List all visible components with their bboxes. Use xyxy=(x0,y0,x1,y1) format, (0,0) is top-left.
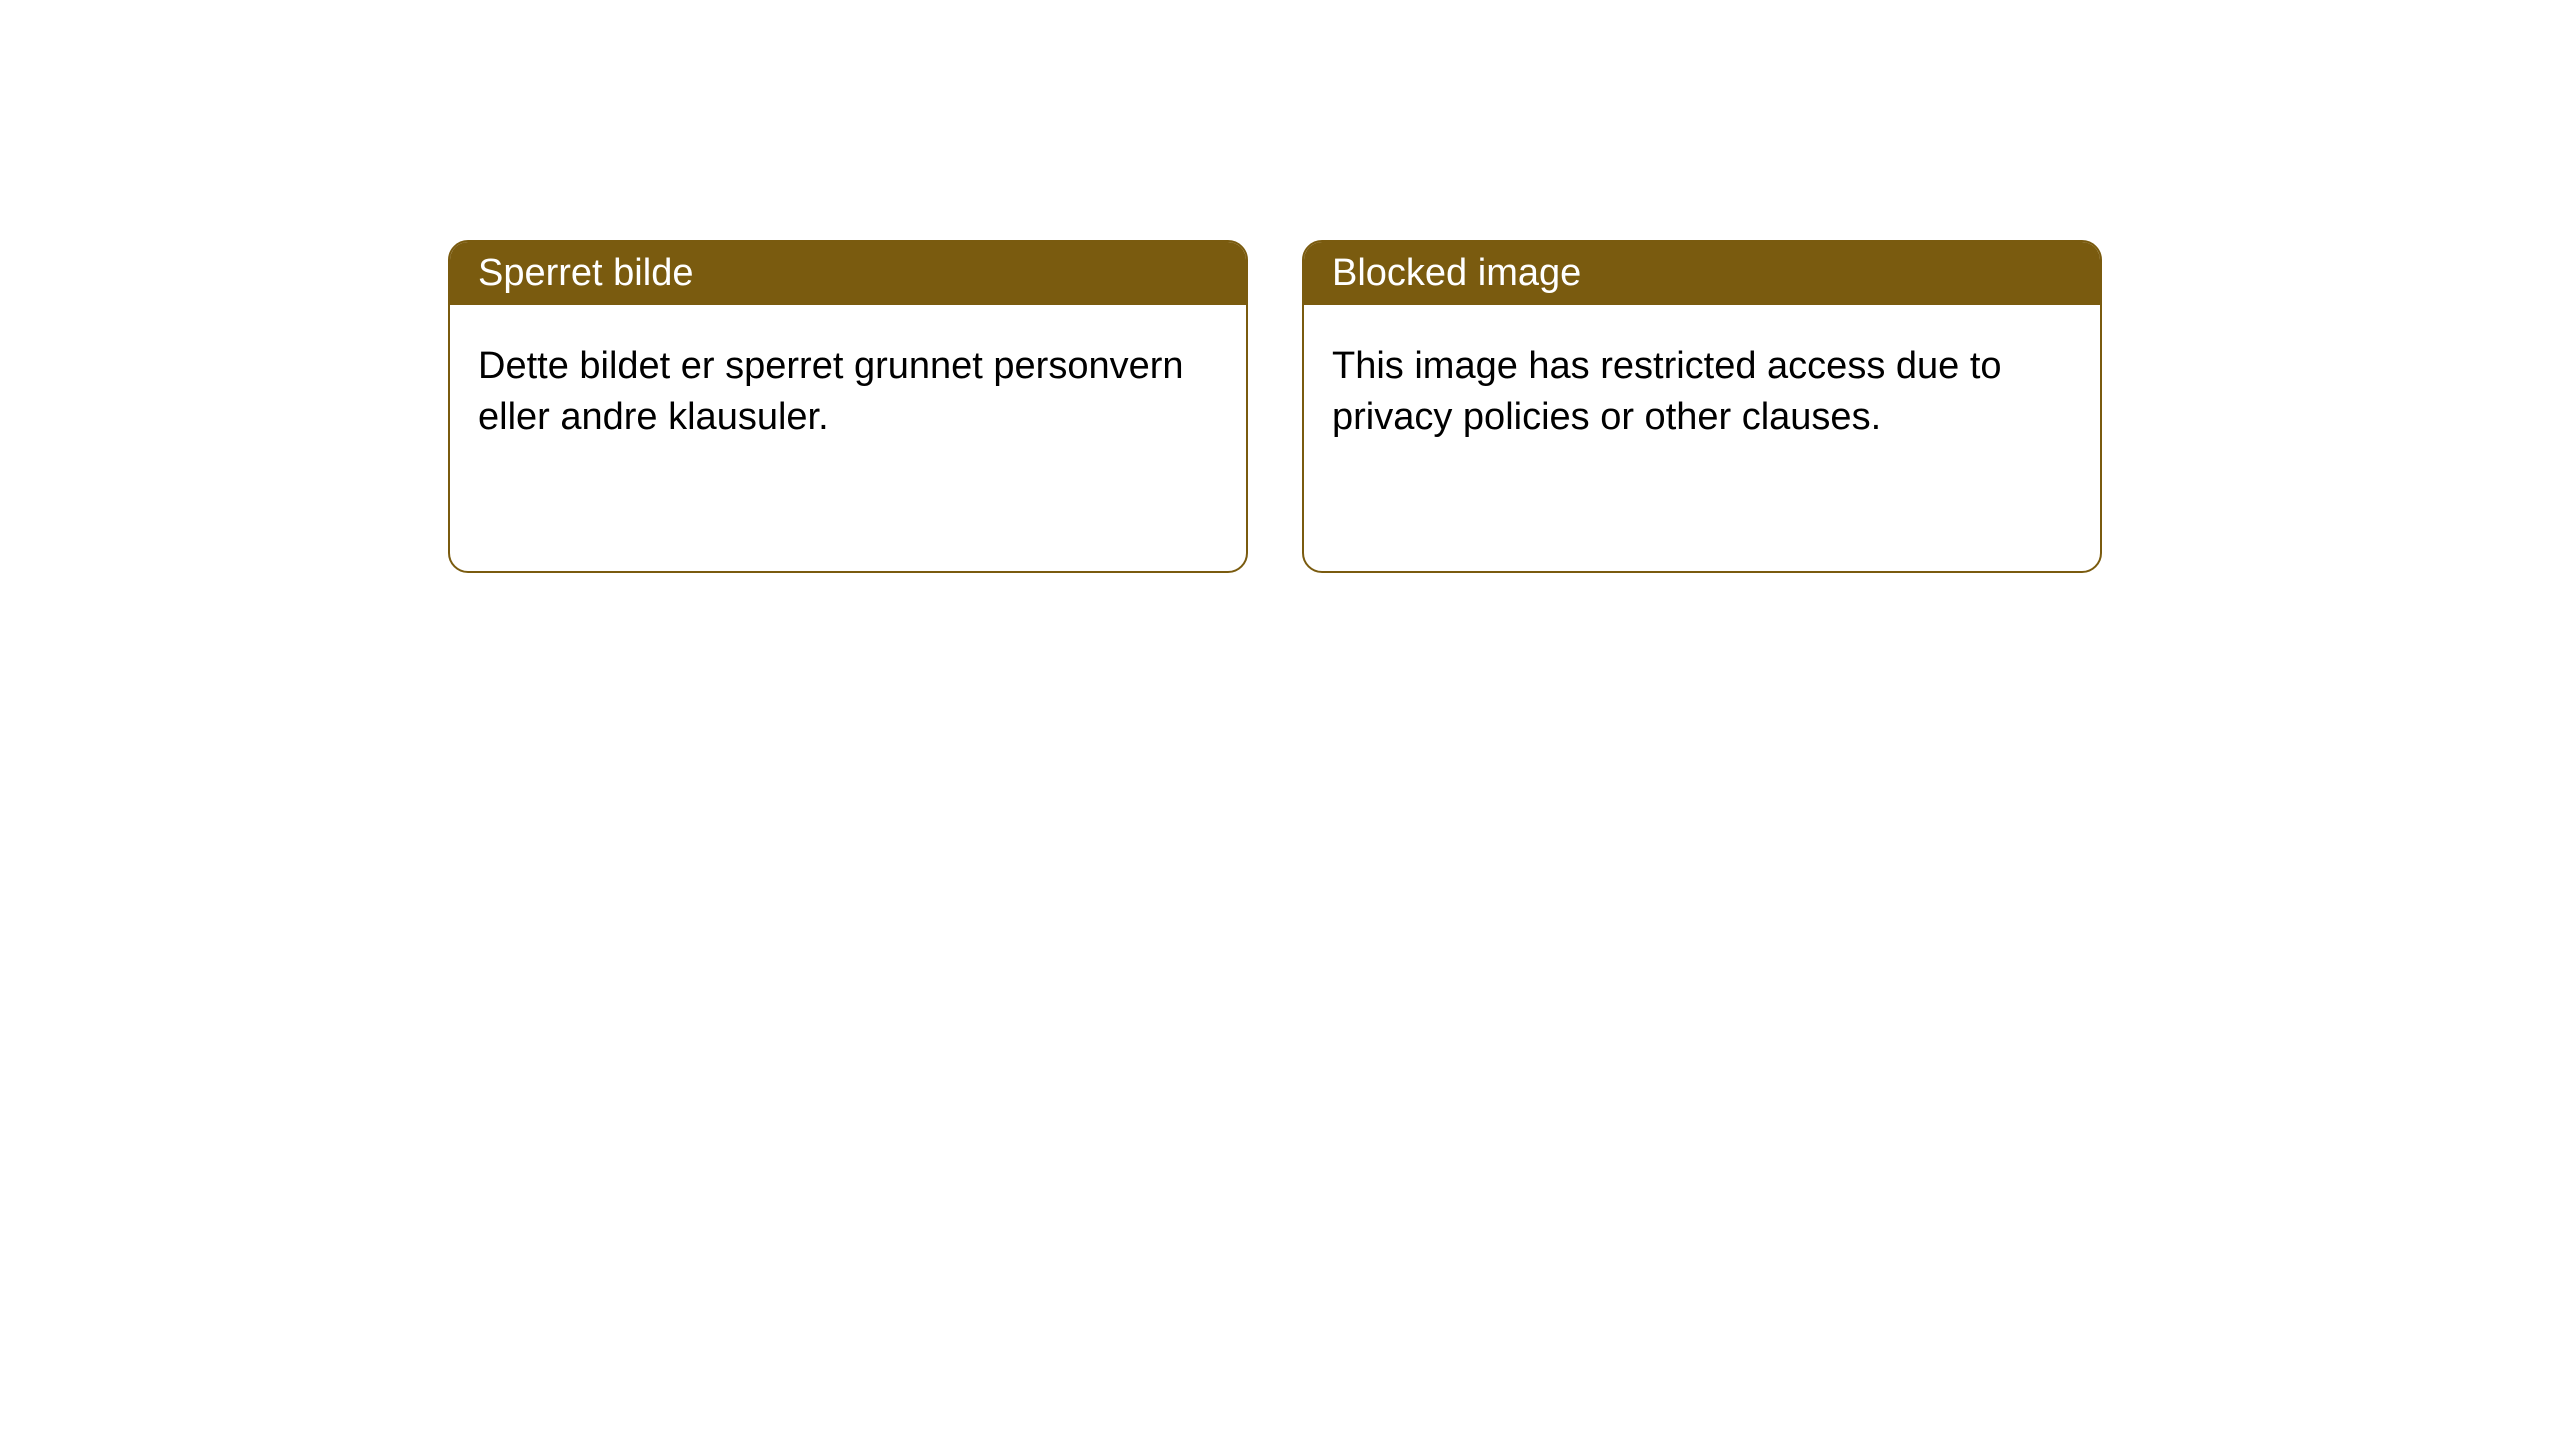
card-body-english: This image has restricted access due to … xyxy=(1304,305,2100,480)
card-header-norwegian: Sperret bilde xyxy=(450,242,1246,305)
notice-card-english: Blocked image This image has restricted … xyxy=(1302,240,2102,573)
card-body-norwegian: Dette bildet er sperret grunnet personve… xyxy=(450,305,1246,480)
card-header-english: Blocked image xyxy=(1304,242,2100,305)
notice-card-norwegian: Sperret bilde Dette bildet er sperret gr… xyxy=(448,240,1248,573)
card-body-text: Dette bildet er sperret grunnet personve… xyxy=(478,345,1184,438)
notice-container: Sperret bilde Dette bildet er sperret gr… xyxy=(0,0,2560,573)
card-body-text: This image has restricted access due to … xyxy=(1332,345,2002,438)
card-title: Sperret bilde xyxy=(478,252,693,294)
card-title: Blocked image xyxy=(1332,252,1581,294)
